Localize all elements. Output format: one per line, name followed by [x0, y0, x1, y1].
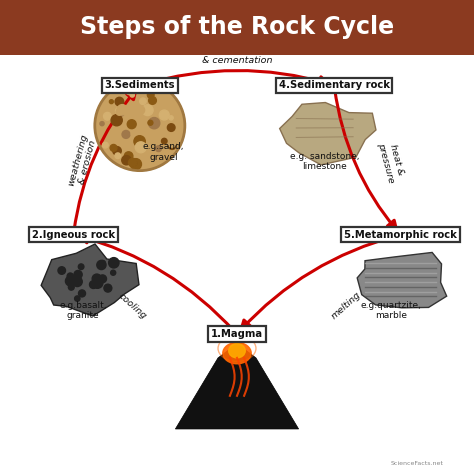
Circle shape [159, 110, 169, 120]
FancyBboxPatch shape [0, 0, 474, 55]
Circle shape [155, 100, 159, 105]
Circle shape [169, 140, 175, 147]
Circle shape [116, 109, 123, 115]
Circle shape [117, 105, 128, 115]
Text: deposition,
compaction,
& cementation: deposition, compaction, & cementation [202, 35, 272, 64]
Circle shape [134, 136, 146, 147]
Circle shape [92, 278, 103, 288]
Text: e.g. sandstone,
limestone: e.g. sandstone, limestone [290, 152, 359, 171]
Circle shape [115, 97, 124, 106]
Circle shape [74, 296, 80, 301]
Circle shape [103, 112, 111, 120]
Circle shape [143, 85, 151, 93]
Circle shape [73, 277, 82, 287]
Circle shape [117, 109, 124, 116]
Circle shape [58, 267, 65, 274]
Circle shape [79, 290, 85, 297]
Text: melting: melting [329, 290, 363, 321]
Circle shape [111, 115, 122, 126]
Polygon shape [41, 244, 139, 316]
Circle shape [131, 131, 137, 137]
Circle shape [155, 146, 161, 152]
Circle shape [124, 152, 133, 160]
Circle shape [100, 121, 104, 126]
Circle shape [90, 281, 97, 289]
Polygon shape [175, 344, 299, 429]
Circle shape [167, 124, 175, 131]
Circle shape [142, 105, 153, 116]
Circle shape [110, 145, 117, 151]
Circle shape [130, 159, 141, 170]
Text: cooling: cooling [117, 291, 148, 320]
Text: Steps of the Rock Cycle: Steps of the Rock Cycle [80, 15, 394, 39]
Text: 4.Sedimentary rock: 4.Sedimentary rock [279, 80, 390, 91]
Circle shape [125, 85, 135, 95]
Text: e.g.quartzite,
marble: e.g.quartzite, marble [361, 301, 421, 320]
Polygon shape [357, 253, 447, 308]
Circle shape [137, 106, 145, 114]
Circle shape [144, 126, 151, 134]
Circle shape [169, 116, 173, 120]
Circle shape [109, 257, 119, 268]
Circle shape [113, 146, 121, 155]
FancyArrowPatch shape [241, 236, 398, 329]
Circle shape [109, 100, 113, 104]
Circle shape [162, 93, 169, 100]
Circle shape [102, 142, 108, 148]
Polygon shape [280, 102, 376, 165]
Text: e.g.basalt,
granite: e.g.basalt, granite [59, 301, 107, 320]
Circle shape [168, 142, 176, 149]
Circle shape [148, 118, 160, 129]
Ellipse shape [223, 342, 251, 364]
Circle shape [78, 264, 84, 270]
Circle shape [148, 120, 153, 125]
Circle shape [162, 138, 167, 144]
Circle shape [100, 261, 105, 265]
Text: 1.Magma: 1.Magma [211, 329, 263, 339]
Circle shape [115, 153, 120, 159]
Text: e.g.sand,
gravel: e.g.sand, gravel [143, 142, 184, 162]
Circle shape [174, 118, 179, 124]
FancyArrowPatch shape [335, 88, 397, 230]
Circle shape [122, 130, 130, 138]
Circle shape [110, 270, 116, 275]
Circle shape [128, 158, 137, 167]
Circle shape [74, 271, 82, 279]
Circle shape [130, 92, 135, 97]
Circle shape [122, 155, 131, 165]
Text: 3.Sediments: 3.Sediments [105, 80, 175, 91]
Text: heat &
pressure: heat & pressure [376, 138, 406, 184]
Circle shape [99, 275, 107, 283]
Circle shape [104, 284, 112, 292]
Circle shape [135, 142, 146, 153]
Ellipse shape [228, 344, 246, 358]
FancyArrowPatch shape [74, 90, 136, 232]
Circle shape [68, 284, 74, 290]
FancyArrowPatch shape [143, 71, 328, 85]
Circle shape [127, 120, 136, 128]
Circle shape [147, 91, 154, 98]
Circle shape [154, 143, 161, 150]
Circle shape [92, 274, 101, 283]
Text: ScienceFacts.net: ScienceFacts.net [391, 461, 444, 466]
Circle shape [95, 81, 185, 171]
Circle shape [149, 97, 156, 104]
Text: 5.Metamorphic rock: 5.Metamorphic rock [344, 229, 457, 240]
Circle shape [140, 98, 146, 104]
Circle shape [131, 161, 137, 166]
Text: weathering
& erosion: weathering & erosion [67, 133, 99, 190]
Circle shape [65, 276, 75, 286]
Circle shape [125, 152, 128, 156]
FancyArrowPatch shape [80, 234, 235, 332]
Circle shape [67, 273, 73, 279]
Circle shape [116, 107, 123, 115]
Text: 2.Igneous rock: 2.Igneous rock [32, 229, 115, 240]
Circle shape [143, 157, 152, 166]
Circle shape [97, 260, 106, 270]
